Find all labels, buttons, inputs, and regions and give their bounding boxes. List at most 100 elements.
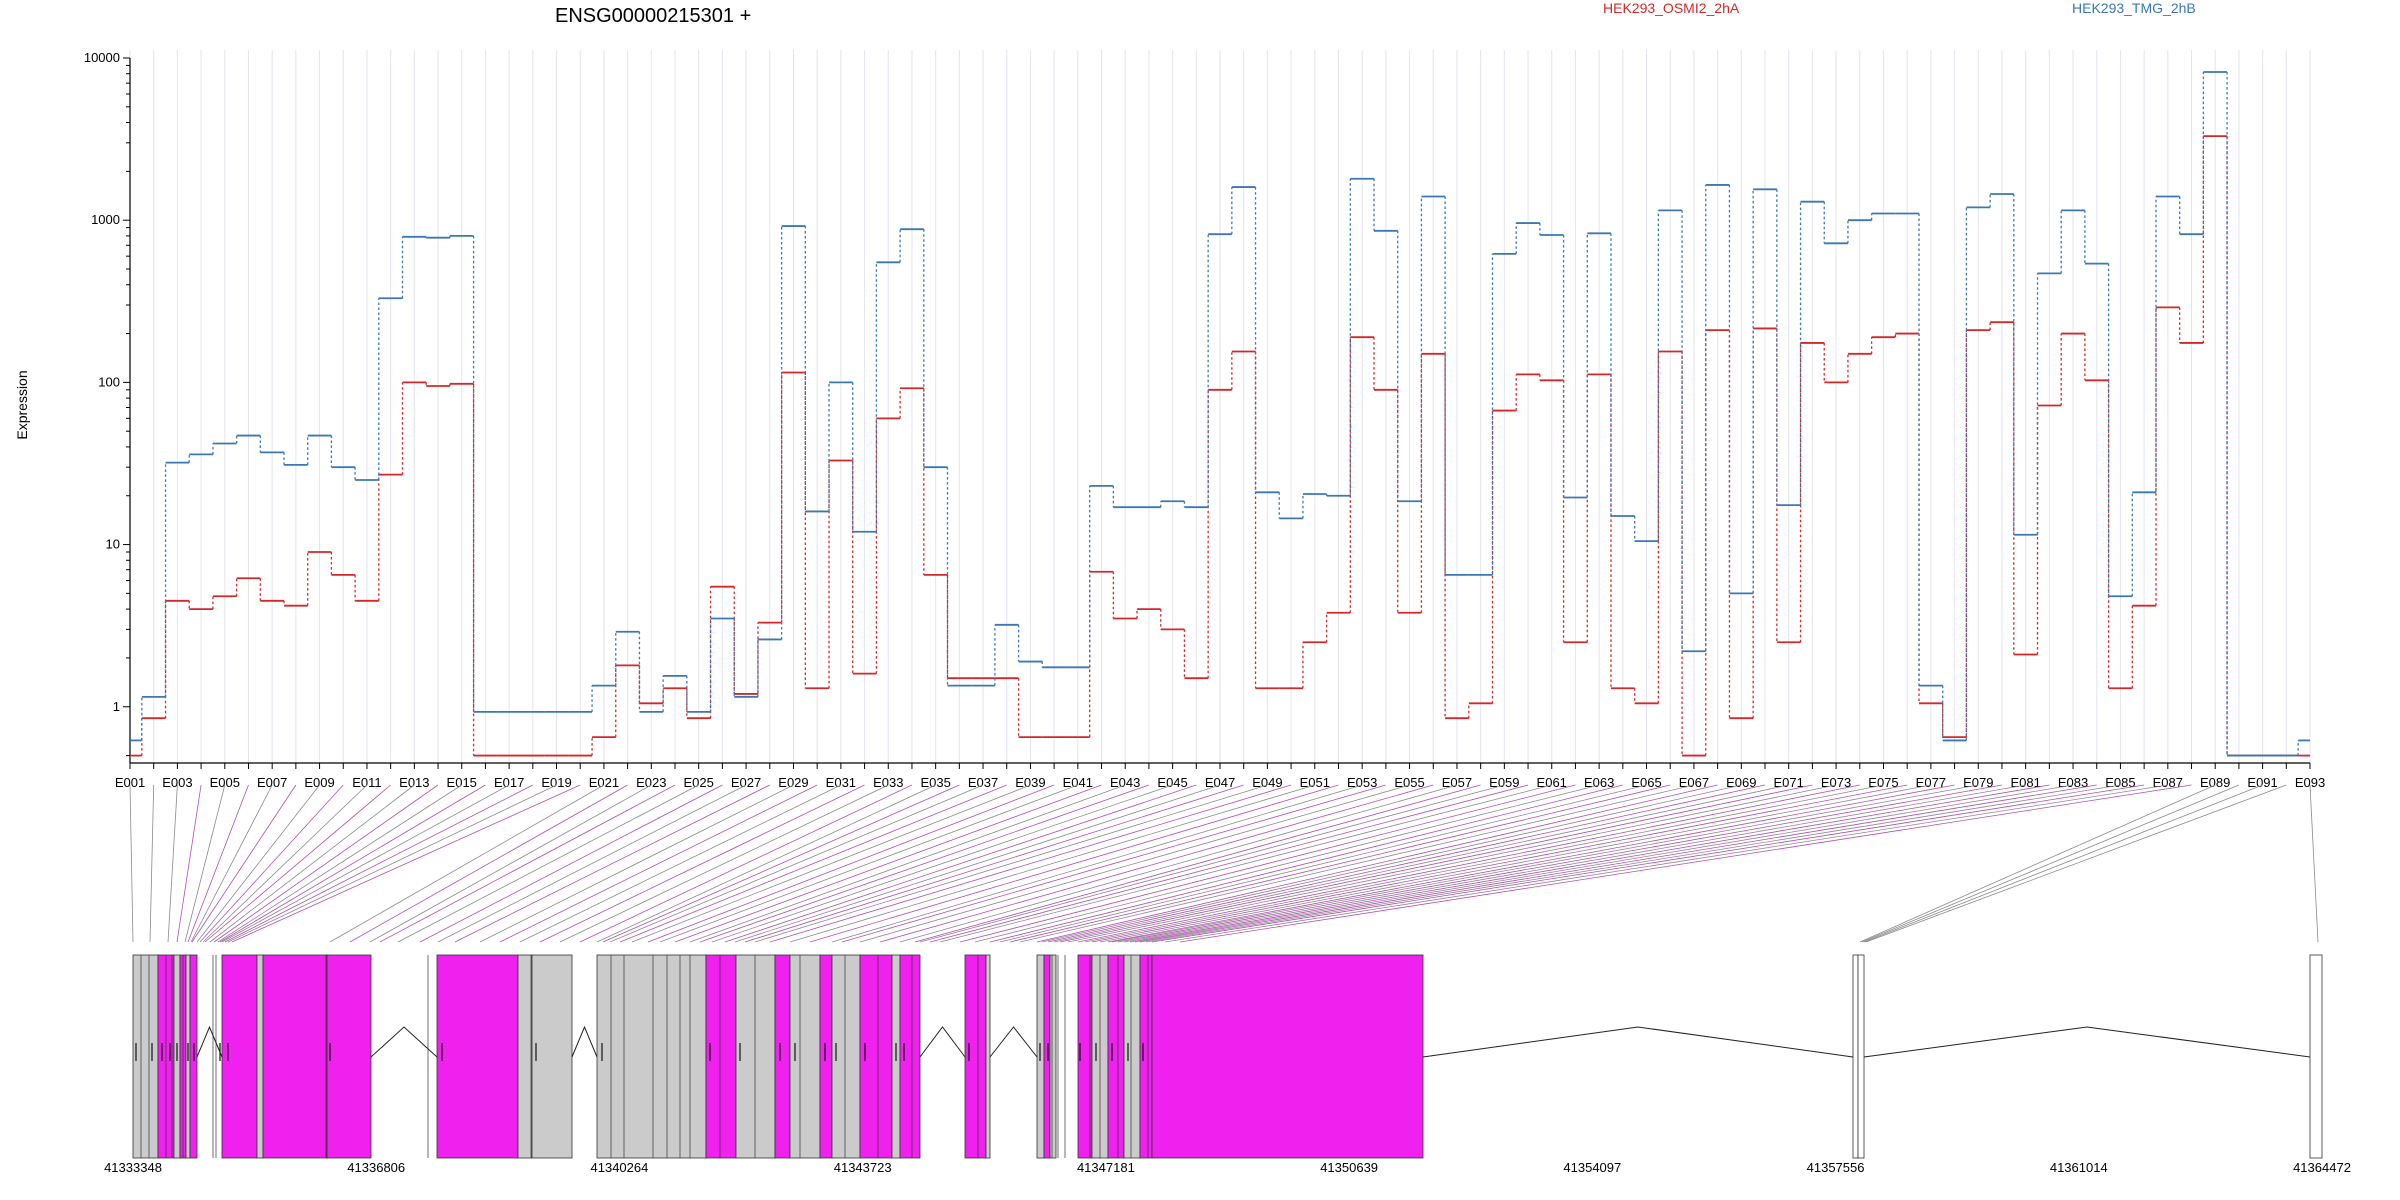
- x-tick-label-E053: E053: [1347, 775, 1377, 790]
- connector-E006: [187, 784, 249, 943]
- series-HEK293_TMG_2hB: [130, 71, 2310, 757]
- vertical-grid: [129, 50, 2311, 763]
- connector-E049: [754, 784, 1268, 943]
- series-HEK293_OSMI2_2hA: [130, 135, 2310, 757]
- connector-E003: [167, 784, 178, 943]
- genomic-tick-label-41336806: 41336806: [347, 1160, 405, 1175]
- step-connectors-HEK293_TMG_2hB: [141, 71, 2299, 756]
- connector-E043: [689, 784, 1126, 943]
- connector-E092: [1865, 784, 2287, 943]
- connector-E031: [519, 784, 842, 943]
- connector-E068: [1036, 784, 1718, 943]
- exon-block-30: [1107, 954, 1125, 1159]
- connector-E034: [579, 784, 913, 943]
- intron-2: [571, 1025, 598, 1058]
- exon-block-18: [819, 954, 833, 1159]
- x-tick-label-E017: E017: [494, 775, 524, 790]
- connector-E090: [1861, 784, 2240, 943]
- connector-E033: [559, 784, 889, 943]
- connector-E086: [1151, 784, 2145, 943]
- connector-E019: [227, 784, 557, 943]
- connector-E014: [213, 784, 439, 943]
- x-tick-label-E087: E087: [2153, 775, 2183, 790]
- x-tick-label-E061: E061: [1537, 775, 1567, 790]
- connector-E054: [841, 784, 1386, 943]
- step-connectors-HEK293_OSMI2_2hA: [141, 136, 2228, 756]
- connector-E004: [176, 784, 202, 943]
- x-tick-label-E003: E003: [162, 775, 192, 790]
- connector-E084: [1139, 784, 2097, 943]
- exon-block-34: [1852, 954, 1859, 1159]
- x-tick-label-E037: E037: [968, 775, 998, 790]
- x-tick-label-E027: E027: [731, 775, 761, 790]
- connector-E044: [699, 784, 1150, 943]
- connector-E060: [929, 784, 1529, 943]
- connector-E032: [539, 784, 865, 943]
- x-tick-label-E081: E081: [2010, 775, 2040, 790]
- connector-E064: [989, 784, 1623, 943]
- connector-E007: [190, 784, 273, 943]
- connector-E083: [1134, 784, 2074, 943]
- genomic-tick-label-41340264: 41340264: [591, 1160, 649, 1175]
- x-tick-label-E093: E093: [2295, 775, 2325, 790]
- connector-E026: [419, 784, 723, 943]
- connector-E087: [1164, 784, 2168, 943]
- x-tick-label-E057: E057: [1442, 775, 1472, 790]
- exon-block-24: [985, 954, 991, 1159]
- exon-block-16: [774, 954, 791, 1159]
- connector-E053: [831, 784, 1363, 943]
- connector-E015: [217, 784, 462, 943]
- connector-E022: [349, 784, 628, 943]
- series-layer: [130, 71, 2310, 757]
- connector-E010: [199, 784, 344, 943]
- x-tick-label-E011: E011: [352, 775, 381, 790]
- connector-E056: [879, 784, 1434, 943]
- connector-E037: [609, 784, 984, 943]
- connector-E052: [809, 784, 1339, 943]
- connector-E065: [999, 784, 1647, 943]
- connector-E047: [734, 784, 1221, 943]
- y-tick-label-10: 10: [106, 537, 120, 552]
- exon-block-8: [262, 954, 328, 1159]
- x-tick-label-E089: E089: [2200, 775, 2230, 790]
- x-tick-label-E015: E015: [447, 775, 477, 790]
- connector-E018: [224, 784, 534, 943]
- x-tick-label-E023: E023: [636, 775, 666, 790]
- connector-E011: [202, 784, 368, 943]
- connector-E027: [437, 784, 747, 943]
- x-tick-label-E031: E031: [826, 775, 856, 790]
- genomic-tick-label-41361014: 41361014: [2050, 1160, 2108, 1175]
- connector-E059: [919, 784, 1505, 943]
- connector-E048: [744, 784, 1244, 943]
- x-tick-label-E085: E085: [2105, 775, 2135, 790]
- x-tick-label-E049: E049: [1252, 775, 1282, 790]
- exon-block-15: [735, 954, 776, 1159]
- exon-block-9: [326, 954, 372, 1159]
- x-tick-label-E039: E039: [1015, 775, 1045, 790]
- connector-E093: [2309, 784, 2319, 943]
- connector-E040: [647, 784, 1055, 943]
- connector-E066: [1009, 784, 1671, 943]
- exon-block-32: [1139, 954, 1153, 1159]
- x-tick-label-E009: E009: [304, 775, 334, 790]
- connector-E030: [499, 784, 818, 943]
- exon-block-23: [964, 954, 987, 1159]
- connector-E039: [631, 784, 1031, 943]
- connector-E063: [974, 784, 1600, 943]
- x-tick-label-E091: E091: [2247, 775, 2277, 790]
- connector-E038: [619, 784, 1007, 943]
- x-tick-label-E045: E045: [1157, 775, 1187, 790]
- connector-E073: [1067, 784, 1837, 943]
- connector-E017: [221, 784, 510, 943]
- x-tick-label-E019: E019: [541, 775, 571, 790]
- x-tick-label-E079: E079: [1963, 775, 1993, 790]
- exon-block-26: [1043, 954, 1051, 1159]
- connector-E029: [479, 784, 794, 943]
- legend-tmg: HEK293_TMG_2hB: [2072, 0, 2196, 16]
- connector-E078: [1107, 784, 1955, 943]
- x-tick-label-E067: E067: [1679, 775, 1709, 790]
- connector-E045: [711, 784, 1173, 943]
- connector-E013: [209, 784, 415, 943]
- y-tick-label-1000: 1000: [91, 212, 120, 227]
